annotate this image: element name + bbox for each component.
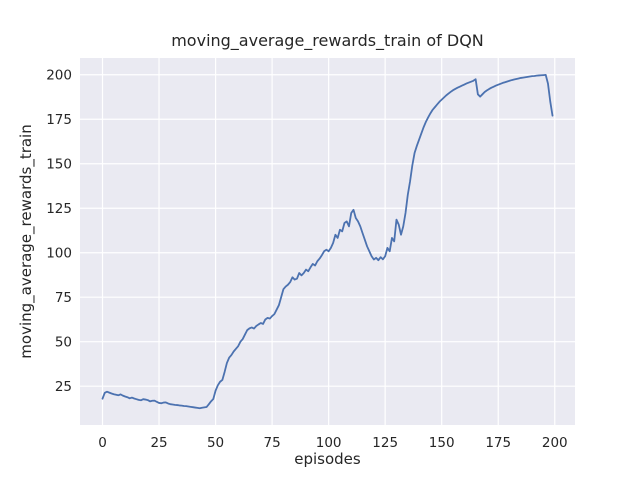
x-axis-label: episodes: [294, 450, 361, 468]
x-tick-label: 125: [372, 435, 398, 451]
y-tick-label: 175: [46, 112, 72, 128]
y-tick-labels: 25 50 75 100 125 150 175 200: [46, 68, 72, 395]
x-tick-label: 75: [264, 435, 281, 451]
chart-title: moving_average_rewards_train of DQN: [171, 31, 484, 51]
y-tick-label: 125: [46, 201, 72, 217]
x-tick-label: 100: [316, 435, 342, 451]
y-axis-label: moving_average_rewards_train: [17, 124, 36, 358]
y-tick-label: 25: [55, 379, 72, 395]
x-tick-label: 150: [429, 435, 455, 451]
dqn-series-line: [101, 74, 554, 410]
x-tick-label: 200: [542, 435, 568, 451]
y-tick-label: 150: [46, 157, 72, 173]
x-tick-label: 175: [485, 435, 511, 451]
y-tick-label: 50: [55, 335, 72, 351]
gridlines: [80, 58, 575, 425]
y-tick-label: 100: [46, 246, 72, 262]
x-tick-labels: 0 25 50 75 100 125 150 175 200: [98, 435, 567, 451]
x-tick-label: 25: [150, 435, 167, 451]
y-tick-label: 200: [46, 68, 72, 84]
y-tick-label: 75: [55, 290, 72, 306]
x-tick-label: 0: [98, 435, 107, 451]
x-tick-label: 50: [207, 435, 224, 451]
plot-area: [80, 58, 575, 425]
